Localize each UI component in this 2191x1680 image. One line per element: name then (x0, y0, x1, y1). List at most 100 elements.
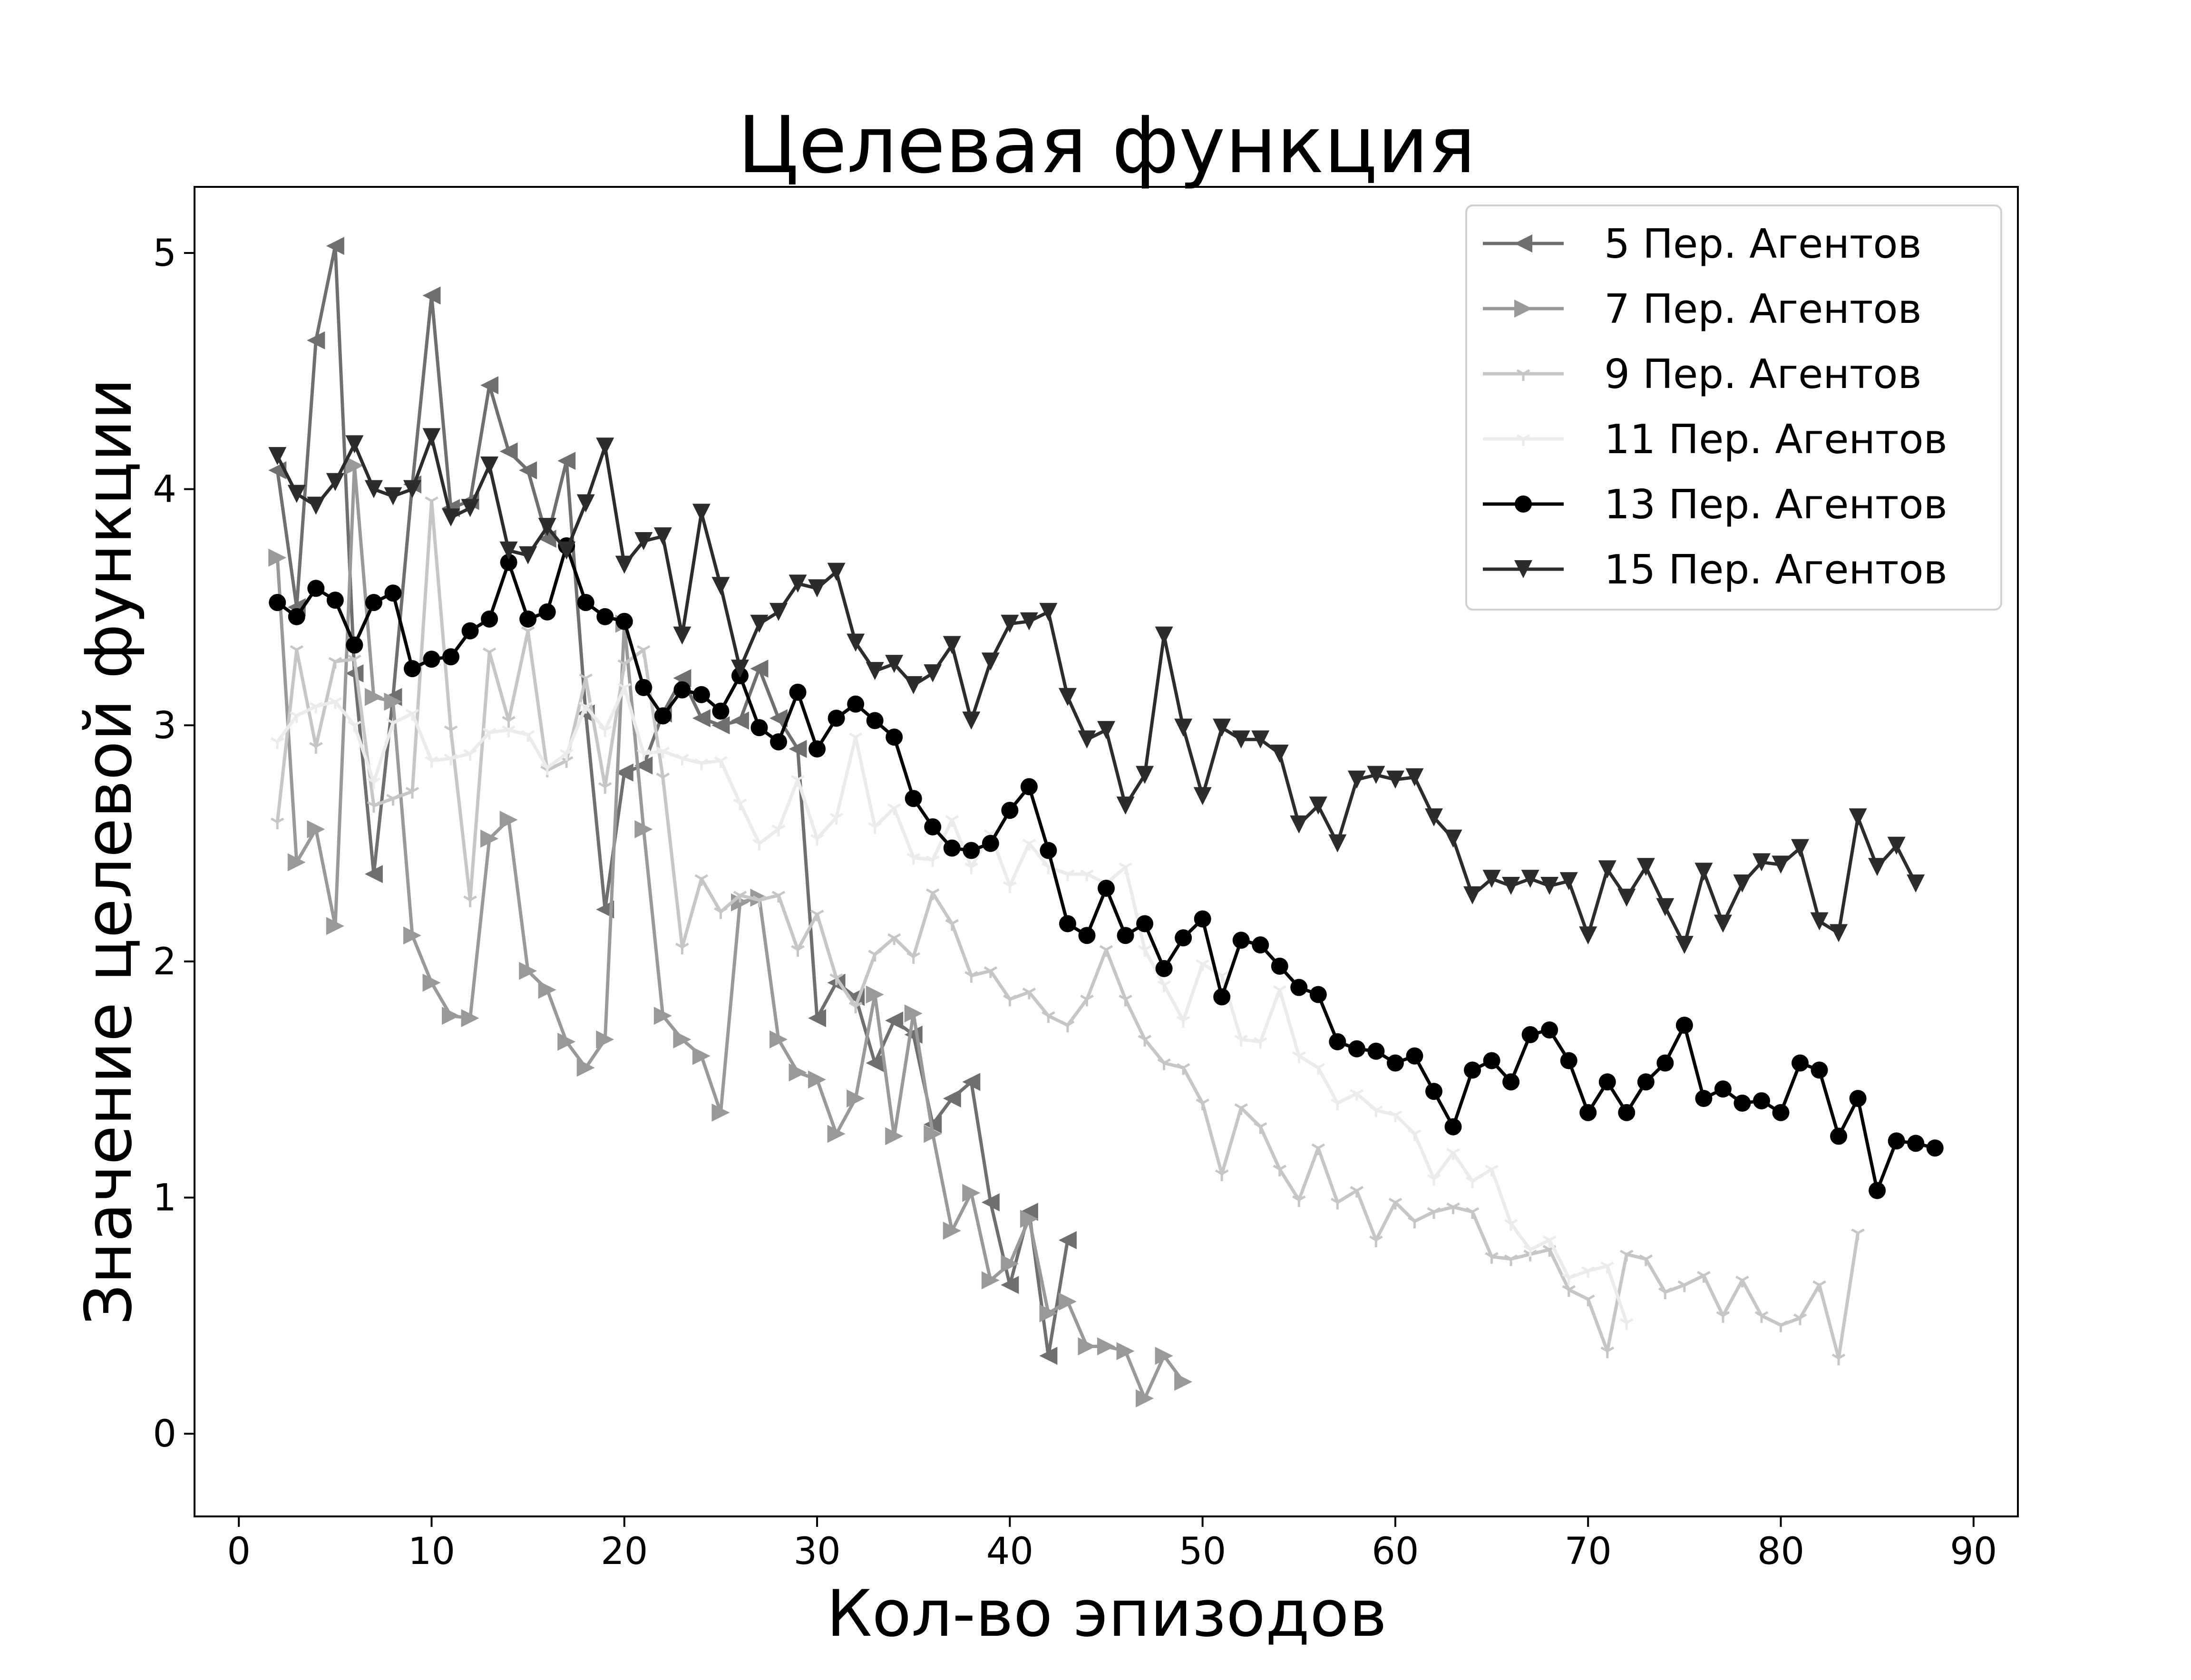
legend: 5 Пер. Агентов 7 Пер. Агентов 9 Пер. Агент… (1465, 204, 2002, 611)
data-point (442, 1007, 460, 1025)
legend-label: 9 Пер. Агентов (1604, 351, 1922, 398)
data-point (1232, 932, 1250, 949)
data-point (904, 676, 923, 694)
data-point (1523, 1245, 1537, 1257)
data-point (1155, 626, 1173, 645)
data-point (868, 950, 882, 962)
data-point (1292, 1051, 1306, 1063)
data-point (1560, 1052, 1578, 1069)
chart-title: Целевая функция (738, 99, 1476, 191)
data-point (1039, 1347, 1058, 1365)
data-point (1311, 1143, 1325, 1156)
data-point (403, 480, 421, 498)
data-point (1061, 869, 1075, 882)
data-point (1058, 1292, 1077, 1311)
data-point (615, 555, 633, 574)
data-point (675, 942, 689, 955)
legend-marker (1514, 560, 1532, 578)
data-point (1753, 1092, 1770, 1109)
data-point (482, 647, 497, 660)
data-point (367, 801, 381, 813)
data-point (1348, 1040, 1365, 1058)
legend-label: 5 Пер. Агентов (1604, 221, 1922, 268)
data-point (694, 758, 709, 770)
data-point (1097, 1337, 1115, 1356)
data-point (540, 763, 554, 775)
data-point (1099, 945, 1113, 957)
data-point (1309, 796, 1327, 815)
data-point (579, 701, 593, 714)
legend-marker (1514, 300, 1532, 318)
data-point (1174, 719, 1193, 737)
data-point (309, 742, 323, 754)
data-point (1408, 1129, 1422, 1141)
data-point (1311, 1063, 1325, 1075)
data-point (1540, 877, 1559, 895)
data-point (1907, 1135, 1925, 1152)
data-point (519, 961, 537, 980)
data-point (328, 657, 342, 669)
data-point (770, 733, 788, 751)
data-point (1196, 959, 1209, 971)
legend-label: 15 Пер. Агентов (1604, 546, 1948, 593)
data-point (1388, 1197, 1402, 1210)
data-point (654, 707, 672, 725)
data-point (925, 855, 940, 867)
data-point (692, 686, 710, 703)
data-point (1119, 994, 1132, 1007)
data-point (1444, 829, 1462, 848)
data-point (692, 504, 711, 522)
data-point (943, 1089, 961, 1107)
data-point (1253, 1122, 1267, 1134)
data-point (1290, 979, 1308, 996)
data-point (637, 749, 651, 761)
data-point (1446, 1148, 1460, 1160)
data-point (1714, 1080, 1732, 1098)
data-point (1386, 1054, 1404, 1072)
data-point (1271, 957, 1288, 975)
data-point (885, 1127, 904, 1146)
data-point (1541, 1021, 1558, 1039)
data-point (981, 1193, 1000, 1212)
data-point (1213, 719, 1231, 737)
data-point (906, 952, 921, 964)
data-point (1733, 874, 1752, 893)
data-point (847, 695, 865, 713)
data-point (1215, 1169, 1229, 1181)
data-point (1001, 802, 1019, 819)
data-point (962, 1073, 981, 1091)
data-point (615, 612, 633, 630)
data-point (1367, 1042, 1385, 1060)
data-point (984, 966, 998, 978)
data-point (1232, 730, 1250, 749)
data-point (1714, 914, 1732, 933)
data-point (1273, 1165, 1287, 1176)
data-point (730, 660, 749, 678)
data-point (943, 1222, 961, 1240)
data-point (769, 1030, 788, 1049)
data-point (1424, 808, 1443, 826)
series-2 (268, 456, 1193, 1408)
data-point (1080, 994, 1094, 1007)
data-point (906, 853, 921, 865)
data-point (827, 1125, 846, 1143)
data-point (1427, 1207, 1441, 1219)
data-point (502, 716, 516, 728)
data-point (634, 532, 653, 550)
data-point (1155, 1347, 1173, 1365)
data-point (1774, 1321, 1788, 1332)
data-point (290, 645, 304, 657)
data-point (1386, 770, 1404, 789)
data-point (1408, 1216, 1422, 1229)
x-tick-label: 10 (408, 1530, 455, 1573)
data-point (791, 945, 805, 957)
data-point (1078, 730, 1096, 749)
data-point (1273, 985, 1287, 997)
data-point (791, 775, 805, 787)
data-point (1619, 1250, 1634, 1262)
legend-item: 15 Пер. Агентов (1483, 546, 1948, 593)
data-point (1039, 1304, 1058, 1322)
data-point (789, 1063, 807, 1082)
data-point (346, 636, 363, 654)
legend-label: 13 Пер. Агентов (1604, 481, 1948, 528)
